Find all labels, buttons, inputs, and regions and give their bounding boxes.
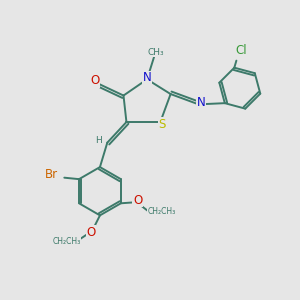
Text: CH₃: CH₃: [148, 48, 164, 57]
Text: O: O: [86, 226, 96, 238]
Text: O: O: [90, 74, 100, 87]
Text: Cl: Cl: [235, 44, 247, 57]
Text: CH₂CH₃: CH₂CH₃: [53, 237, 81, 246]
Text: Br: Br: [45, 168, 58, 181]
Text: N: N: [143, 71, 152, 84]
Text: CH₂CH₃: CH₂CH₃: [148, 207, 176, 216]
Text: N: N: [196, 95, 205, 109]
Text: O: O: [133, 194, 142, 207]
Text: S: S: [158, 118, 166, 131]
Text: H: H: [95, 136, 102, 145]
